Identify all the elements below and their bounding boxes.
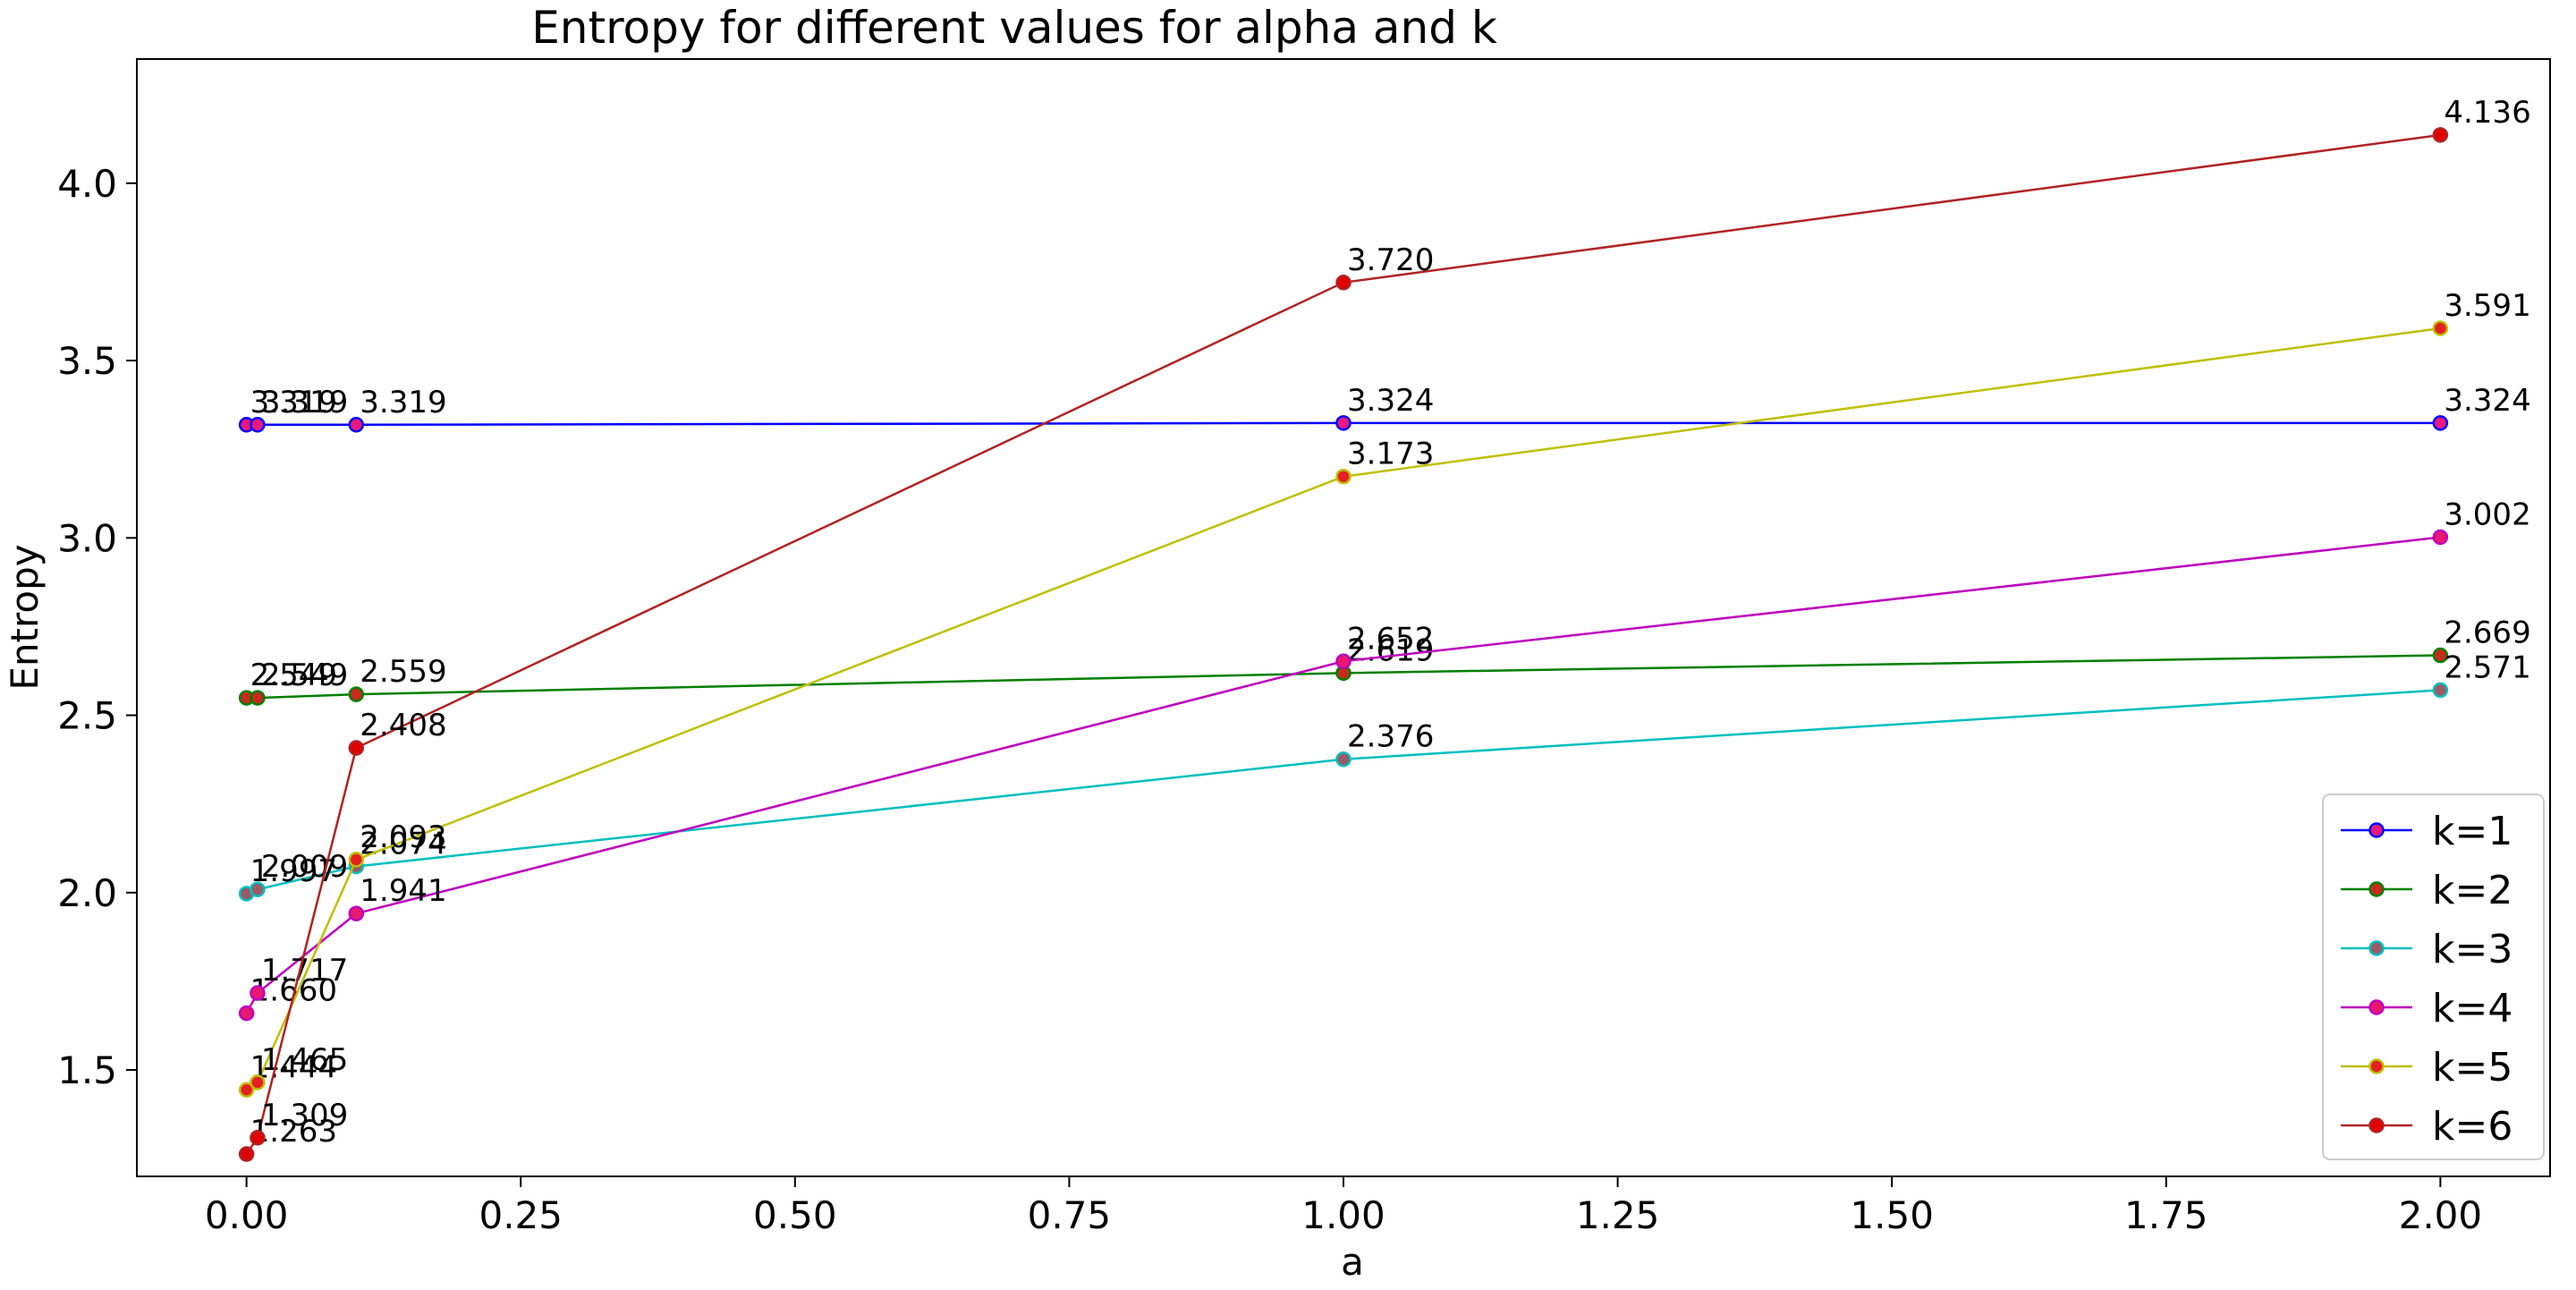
x-tick-label: 0.00 — [205, 1193, 289, 1237]
data-point — [2432, 529, 2449, 546]
x-tick-label: 1.25 — [1576, 1193, 1660, 1237]
data-label: 3.319 — [360, 385, 446, 420]
data-point — [1335, 751, 1352, 768]
x-tick-label: 2.00 — [2399, 1193, 2483, 1237]
legend-label: k=3 — [2432, 927, 2512, 972]
data-label: 3.324 — [1347, 383, 1434, 419]
data-label: 1.263 — [250, 1114, 337, 1150]
data-point — [2432, 127, 2449, 143]
y-tick-label: 2.0 — [57, 871, 117, 915]
y-tick-label: 4.0 — [57, 162, 117, 206]
data-label: 1.717 — [261, 953, 348, 989]
data-point — [2432, 647, 2449, 664]
data-point — [250, 1130, 266, 1146]
data-label: 2.074 — [360, 826, 446, 861]
data-label: 2.669 — [2444, 615, 2530, 651]
data-label: 1.309 — [261, 1098, 348, 1133]
x-tick-label: 0.50 — [753, 1193, 837, 1237]
legend-marker — [2368, 881, 2385, 897]
legend-marker — [2368, 940, 2385, 956]
data-point — [250, 417, 266, 433]
data-point — [238, 1082, 255, 1099]
x-tick-label: 0.75 — [1028, 1193, 1112, 1237]
legend-item: k=4 — [2341, 986, 2512, 1031]
data-point — [348, 686, 365, 702]
legend-label: k=6 — [2432, 1104, 2512, 1150]
data-label: 4.136 — [2444, 95, 2530, 131]
legend-item: k=3 — [2341, 927, 2512, 972]
data-point — [348, 740, 365, 756]
legend-item: k=2 — [2341, 868, 2512, 913]
data-point — [348, 852, 365, 868]
data-label: 2.549 — [261, 658, 348, 693]
data-label: 3.720 — [1347, 242, 1434, 278]
x-tick-label: 1.00 — [1301, 1193, 1385, 1237]
data-label: 1.465 — [261, 1042, 348, 1078]
data-label: 3.319 — [261, 385, 348, 420]
legend-item: k=1 — [2341, 809, 2512, 854]
legend-item: k=5 — [2341, 1045, 2512, 1091]
data-point — [250, 985, 266, 1001]
y-tick-label: 3.0 — [57, 516, 117, 560]
data-label: 2.408 — [360, 708, 446, 743]
legend-marker — [2368, 1117, 2385, 1133]
y-tick-label: 2.5 — [57, 694, 117, 738]
y-tick-label: 1.5 — [57, 1048, 117, 1092]
x-tick-label: 1.50 — [1850, 1193, 1934, 1237]
legend-label: k=4 — [2432, 986, 2512, 1031]
data-label: 2.376 — [1347, 719, 1434, 755]
data-label: 2.559 — [360, 654, 446, 690]
data-point — [238, 1146, 255, 1162]
data-label: 2.619 — [1347, 632, 1434, 668]
data-label: 3.319 — [250, 385, 337, 420]
legend-marker — [2368, 822, 2385, 838]
data-point — [2432, 682, 2449, 699]
x-tick-label: 0.25 — [479, 1193, 563, 1237]
data-point — [250, 690, 266, 706]
x-axis-label: a — [1341, 1240, 1364, 1284]
data-label: 3.173 — [1347, 437, 1434, 472]
legend-marker — [2368, 999, 2385, 1015]
legend-label: k=1 — [2432, 809, 2512, 854]
data-label: 2.652 — [1347, 621, 1434, 657]
series-line — [246, 689, 2441, 895]
data-label: 1.941 — [360, 873, 446, 909]
chart-title: Entropy for different values for alpha a… — [531, 2, 1497, 54]
x-tick-label: 1.75 — [2124, 1193, 2208, 1237]
y-axis-label: Entropy — [3, 544, 47, 690]
data-point — [250, 881, 266, 897]
series-line — [245, 327, 2441, 1091]
data-point — [348, 417, 365, 433]
data-point — [348, 905, 365, 921]
data-label: 2.571 — [2444, 649, 2530, 685]
data-point — [2432, 320, 2449, 336]
data-point — [250, 1074, 266, 1091]
y-tick-label: 3.5 — [57, 339, 117, 383]
data-point — [1335, 468, 1352, 485]
data-label: 2.093 — [360, 819, 446, 855]
data-point — [1335, 415, 1352, 431]
data-label: 2.009 — [261, 849, 348, 885]
data-label: 3.591 — [2444, 288, 2530, 324]
data-point — [1335, 275, 1352, 291]
data-label: 3.002 — [2444, 496, 2530, 532]
legend-item: k=6 — [2341, 1104, 2512, 1150]
data-label: 2.549 — [250, 658, 337, 693]
data-point — [238, 1005, 255, 1022]
legend-label: k=2 — [2432, 868, 2512, 913]
plot-frame — [136, 58, 2551, 1177]
data-label: 3.324 — [2444, 383, 2530, 419]
legend-marker — [2368, 1058, 2385, 1074]
legend-label: k=5 — [2432, 1045, 2512, 1091]
data-point — [1335, 653, 1352, 670]
data-point — [2432, 415, 2449, 431]
